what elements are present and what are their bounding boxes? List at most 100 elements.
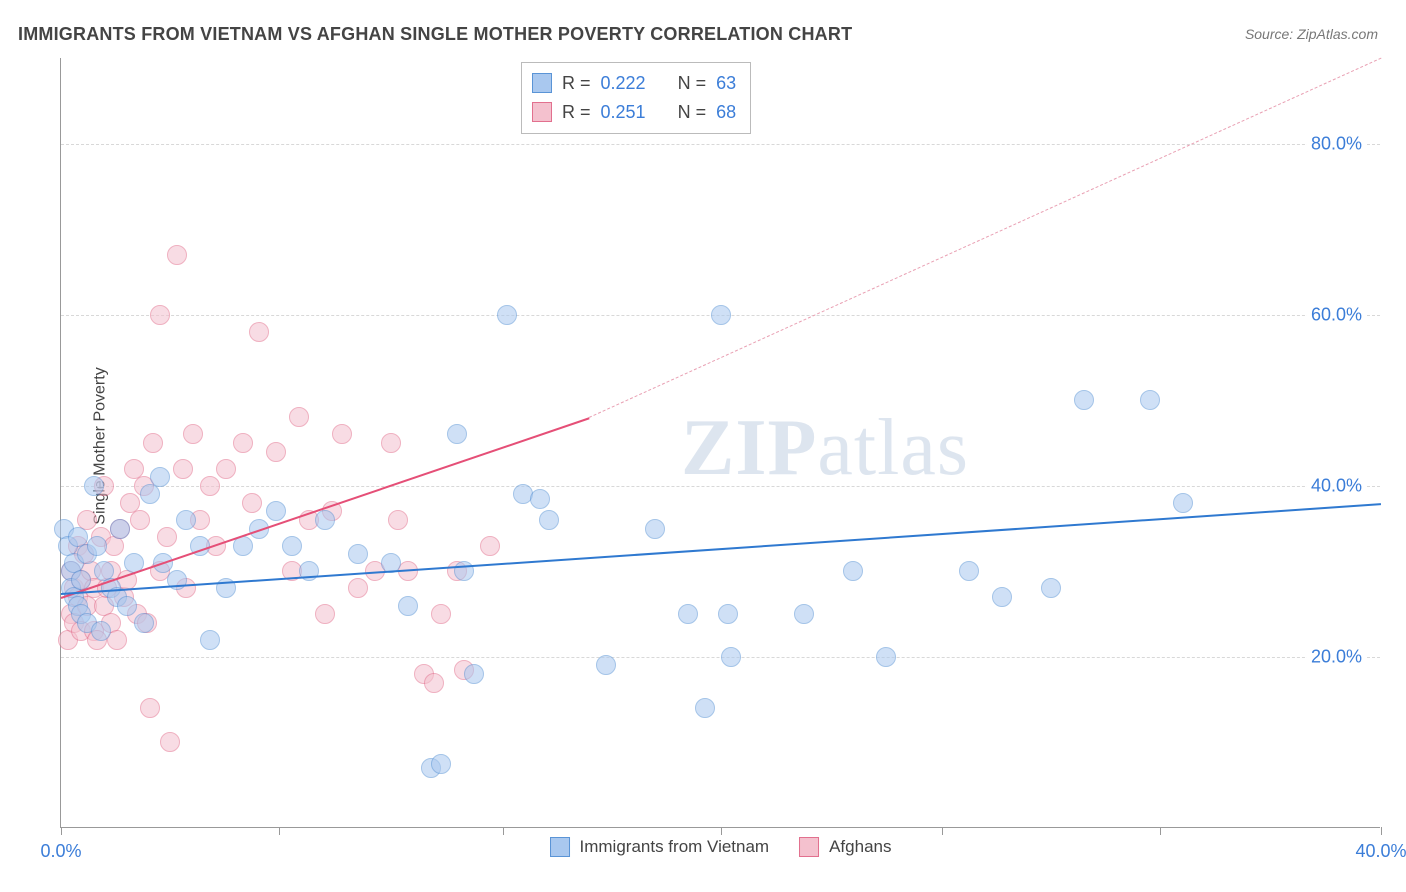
scatter-point-afghan	[266, 442, 286, 462]
y-tick-label: 20.0%	[1307, 646, 1366, 667]
legend-swatch-afghan	[799, 837, 819, 857]
scatter-point-vietnam	[282, 536, 302, 556]
scatter-point-afghan	[431, 604, 451, 624]
scatter-point-vietnam	[348, 544, 368, 564]
legend-label-vietnam: Immigrants from Vietnam	[580, 837, 770, 857]
scatter-point-vietnam	[678, 604, 698, 624]
scatter-point-vietnam	[91, 621, 111, 641]
scatter-point-afghan	[381, 433, 401, 453]
scatter-point-afghan	[216, 459, 236, 479]
scatter-point-vietnam	[150, 467, 170, 487]
scatter-point-vietnam	[695, 698, 715, 718]
x-tick	[1160, 827, 1161, 835]
scatter-point-vietnam	[794, 604, 814, 624]
scatter-point-vietnam	[721, 647, 741, 667]
scatter-point-vietnam	[497, 305, 517, 325]
scatter-point-vietnam	[992, 587, 1012, 607]
x-tick	[61, 827, 62, 835]
x-tick	[279, 827, 280, 835]
scatter-point-afghan	[315, 604, 335, 624]
legend-series: Immigrants from Vietnam Afghans	[550, 837, 892, 857]
watermark: ZIPatlas	[681, 403, 969, 494]
scatter-point-afghan	[183, 424, 203, 444]
scatter-point-afghan	[424, 673, 444, 693]
scatter-point-afghan	[130, 510, 150, 530]
scatter-point-vietnam	[87, 536, 107, 556]
x-tick	[1381, 827, 1382, 835]
scatter-point-vietnam	[447, 424, 467, 444]
scatter-point-vietnam	[876, 647, 896, 667]
scatter-point-afghan	[332, 424, 352, 444]
scatter-point-afghan	[480, 536, 500, 556]
x-tick	[942, 827, 943, 835]
scatter-point-vietnam	[398, 596, 418, 616]
plot-area: ZIPatlas R = 0.222 N = 63 R = 0.251 N = …	[60, 58, 1380, 828]
x-tick-label: 0.0%	[40, 841, 81, 862]
scatter-point-afghan	[388, 510, 408, 530]
scatter-point-vietnam	[843, 561, 863, 581]
scatter-point-vietnam	[200, 630, 220, 650]
scatter-point-vietnam	[134, 613, 154, 633]
scatter-point-afghan	[289, 407, 309, 427]
scatter-point-vietnam	[1041, 578, 1061, 598]
trend-line	[61, 417, 590, 599]
legend-swatch-afghan	[532, 102, 552, 122]
scatter-point-vietnam	[315, 510, 335, 530]
legend-item-vietnam: Immigrants from Vietnam	[550, 837, 770, 857]
scatter-point-afghan	[160, 732, 180, 752]
scatter-point-afghan	[249, 322, 269, 342]
scatter-point-vietnam	[959, 561, 979, 581]
legend-stats-row-vietnam: R = 0.222 N = 63	[532, 69, 736, 98]
x-tick	[503, 827, 504, 835]
legend-label-afghan: Afghans	[829, 837, 891, 857]
scatter-point-vietnam	[431, 754, 451, 774]
scatter-point-vietnam	[140, 484, 160, 504]
scatter-point-afghan	[242, 493, 262, 513]
scatter-point-afghan	[167, 245, 187, 265]
y-tick-label: 60.0%	[1307, 304, 1366, 325]
scatter-point-vietnam	[110, 519, 130, 539]
scatter-point-vietnam	[84, 476, 104, 496]
scatter-point-afghan	[150, 305, 170, 325]
y-tick-label: 40.0%	[1307, 475, 1366, 496]
gridline	[61, 144, 1380, 145]
x-tick	[721, 827, 722, 835]
legend-stats: R = 0.222 N = 63 R = 0.251 N = 68	[521, 62, 751, 134]
r-value-afghan: 0.251	[601, 98, 646, 127]
scatter-point-vietnam	[539, 510, 559, 530]
r-label: R =	[562, 69, 591, 98]
scatter-point-vietnam	[645, 519, 665, 539]
scatter-point-vietnam	[176, 510, 196, 530]
gridline	[61, 486, 1380, 487]
scatter-point-vietnam	[266, 501, 286, 521]
scatter-point-vietnam	[718, 604, 738, 624]
scatter-point-afghan	[200, 476, 220, 496]
scatter-point-vietnam	[530, 489, 550, 509]
scatter-point-vietnam	[596, 655, 616, 675]
n-label: N =	[678, 69, 707, 98]
scatter-point-afghan	[157, 527, 177, 547]
legend-swatch-vietnam	[532, 73, 552, 93]
scatter-point-vietnam	[711, 305, 731, 325]
n-label: N =	[678, 98, 707, 127]
x-tick-label: 40.0%	[1355, 841, 1406, 862]
n-value-vietnam: 63	[716, 69, 736, 98]
trend-line	[61, 503, 1381, 595]
r-value-vietnam: 0.222	[601, 69, 646, 98]
source-attribution: Source: ZipAtlas.com	[1245, 26, 1378, 42]
scatter-point-vietnam	[1074, 390, 1094, 410]
legend-stats-row-afghan: R = 0.251 N = 68	[532, 98, 736, 127]
legend-swatch-vietnam	[550, 837, 570, 857]
scatter-point-vietnam	[464, 664, 484, 684]
scatter-point-afghan	[233, 433, 253, 453]
scatter-point-vietnam	[117, 596, 137, 616]
y-tick-label: 80.0%	[1307, 133, 1366, 154]
legend-item-afghan: Afghans	[799, 837, 891, 857]
watermark-zip: ZIP	[681, 404, 817, 492]
n-value-afghan: 68	[716, 98, 736, 127]
scatter-point-afghan	[143, 433, 163, 453]
scatter-point-vietnam	[1140, 390, 1160, 410]
chart-title: IMMIGRANTS FROM VIETNAM VS AFGHAN SINGLE…	[18, 24, 852, 45]
r-label: R =	[562, 98, 591, 127]
scatter-point-afghan	[140, 698, 160, 718]
